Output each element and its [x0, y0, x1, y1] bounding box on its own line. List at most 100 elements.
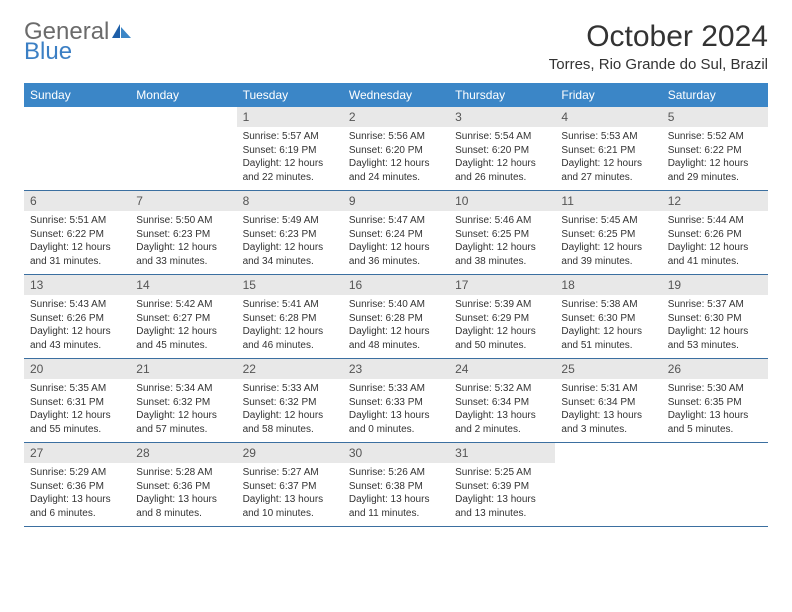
- dayhead-mon: Monday: [130, 83, 236, 107]
- day-cell: 12Sunrise: 5:44 AMSunset: 6:26 PMDayligh…: [662, 191, 768, 275]
- day-number: 7: [130, 191, 236, 211]
- sunset-text: Sunset: 6:32 PM: [243, 396, 337, 410]
- calendar-body: 1Sunrise: 5:57 AMSunset: 6:19 PMDaylight…: [24, 107, 768, 527]
- day-number: 17: [449, 275, 555, 295]
- week-row: 13Sunrise: 5:43 AMSunset: 6:26 PMDayligh…: [24, 275, 768, 359]
- day-body: Sunrise: 5:30 AMSunset: 6:35 PMDaylight:…: [662, 379, 768, 442]
- daylight-text: Daylight: 12 hours and 39 minutes.: [561, 241, 655, 268]
- day-cell: 28Sunrise: 5:28 AMSunset: 6:36 PMDayligh…: [130, 443, 236, 527]
- daylight-text: Daylight: 12 hours and 36 minutes.: [349, 241, 443, 268]
- day-body: Sunrise: 5:50 AMSunset: 6:23 PMDaylight:…: [130, 211, 236, 274]
- daylight-text: Daylight: 12 hours and 27 minutes.: [561, 157, 655, 184]
- day-body: Sunrise: 5:54 AMSunset: 6:20 PMDaylight:…: [449, 127, 555, 190]
- day-number: 19: [662, 275, 768, 295]
- sunset-text: Sunset: 6:31 PM: [30, 396, 124, 410]
- dayhead-fri: Friday: [555, 83, 661, 107]
- dayhead-sun: Sunday: [24, 83, 130, 107]
- week-row: 27Sunrise: 5:29 AMSunset: 6:36 PMDayligh…: [24, 443, 768, 527]
- day-body: Sunrise: 5:40 AMSunset: 6:28 PMDaylight:…: [343, 295, 449, 358]
- sunrise-text: Sunrise: 5:46 AM: [455, 214, 549, 228]
- day-cell: 17Sunrise: 5:39 AMSunset: 6:29 PMDayligh…: [449, 275, 555, 359]
- day-cell: 20Sunrise: 5:35 AMSunset: 6:31 PMDayligh…: [24, 359, 130, 443]
- daylight-text: Daylight: 13 hours and 10 minutes.: [243, 493, 337, 520]
- location-text: Torres, Rio Grande do Sul, Brazil: [549, 56, 768, 73]
- sunset-text: Sunset: 6:22 PM: [668, 144, 762, 158]
- sunrise-text: Sunrise: 5:32 AM: [455, 382, 549, 396]
- day-body: Sunrise: 5:27 AMSunset: 6:37 PMDaylight:…: [237, 463, 343, 526]
- sunset-text: Sunset: 6:33 PM: [349, 396, 443, 410]
- day-number: 15: [237, 275, 343, 295]
- day-cell: 5Sunrise: 5:52 AMSunset: 6:22 PMDaylight…: [662, 107, 768, 191]
- day-cell: 15Sunrise: 5:41 AMSunset: 6:28 PMDayligh…: [237, 275, 343, 359]
- sunrise-text: Sunrise: 5:51 AM: [30, 214, 124, 228]
- day-cell: [662, 443, 768, 527]
- day-cell: 23Sunrise: 5:33 AMSunset: 6:33 PMDayligh…: [343, 359, 449, 443]
- daylight-text: Daylight: 12 hours and 31 minutes.: [30, 241, 124, 268]
- day-body: Sunrise: 5:44 AMSunset: 6:26 PMDaylight:…: [662, 211, 768, 274]
- day-number: 31: [449, 443, 555, 463]
- day-body: Sunrise: 5:26 AMSunset: 6:38 PMDaylight:…: [343, 463, 449, 526]
- day-body: Sunrise: 5:47 AMSunset: 6:24 PMDaylight:…: [343, 211, 449, 274]
- sunrise-text: Sunrise: 5:38 AM: [561, 298, 655, 312]
- daylight-text: Daylight: 12 hours and 51 minutes.: [561, 325, 655, 352]
- day-body: Sunrise: 5:33 AMSunset: 6:32 PMDaylight:…: [237, 379, 343, 442]
- day-cell: [130, 107, 236, 191]
- day-number: 4: [555, 107, 661, 127]
- sunset-text: Sunset: 6:24 PM: [349, 228, 443, 242]
- sail-icon: [111, 20, 133, 44]
- sunset-text: Sunset: 6:35 PM: [668, 396, 762, 410]
- day-number: 30: [343, 443, 449, 463]
- daylight-text: Daylight: 13 hours and 5 minutes.: [668, 409, 762, 436]
- sunset-text: Sunset: 6:25 PM: [455, 228, 549, 242]
- day-body: Sunrise: 5:33 AMSunset: 6:33 PMDaylight:…: [343, 379, 449, 442]
- dayhead-thu: Thursday: [449, 83, 555, 107]
- sunrise-text: Sunrise: 5:40 AM: [349, 298, 443, 312]
- daylight-text: Daylight: 12 hours and 38 minutes.: [455, 241, 549, 268]
- sunrise-text: Sunrise: 5:52 AM: [668, 130, 762, 144]
- daylight-text: Daylight: 13 hours and 3 minutes.: [561, 409, 655, 436]
- daylight-text: Daylight: 12 hours and 26 minutes.: [455, 157, 549, 184]
- day-body: Sunrise: 5:35 AMSunset: 6:31 PMDaylight:…: [24, 379, 130, 442]
- sunset-text: Sunset: 6:20 PM: [455, 144, 549, 158]
- daylight-text: Daylight: 13 hours and 11 minutes.: [349, 493, 443, 520]
- dayhead-tue: Tuesday: [237, 83, 343, 107]
- sunset-text: Sunset: 6:22 PM: [30, 228, 124, 242]
- sunrise-text: Sunrise: 5:25 AM: [455, 466, 549, 480]
- day-number: 16: [343, 275, 449, 295]
- sunset-text: Sunset: 6:38 PM: [349, 480, 443, 494]
- daylight-text: Daylight: 12 hours and 22 minutes.: [243, 157, 337, 184]
- sunrise-text: Sunrise: 5:28 AM: [136, 466, 230, 480]
- day-cell: 18Sunrise: 5:38 AMSunset: 6:30 PMDayligh…: [555, 275, 661, 359]
- sunset-text: Sunset: 6:26 PM: [30, 312, 124, 326]
- sunset-text: Sunset: 6:34 PM: [561, 396, 655, 410]
- day-cell: 2Sunrise: 5:56 AMSunset: 6:20 PMDaylight…: [343, 107, 449, 191]
- day-body: Sunrise: 5:39 AMSunset: 6:29 PMDaylight:…: [449, 295, 555, 358]
- day-number: 13: [24, 275, 130, 295]
- day-body: Sunrise: 5:51 AMSunset: 6:22 PMDaylight:…: [24, 211, 130, 274]
- daylight-text: Daylight: 12 hours and 41 minutes.: [668, 241, 762, 268]
- day-cell: 16Sunrise: 5:40 AMSunset: 6:28 PMDayligh…: [343, 275, 449, 359]
- sunrise-text: Sunrise: 5:47 AM: [349, 214, 443, 228]
- day-number: 9: [343, 191, 449, 211]
- week-row: 1Sunrise: 5:57 AMSunset: 6:19 PMDaylight…: [24, 107, 768, 191]
- sunset-text: Sunset: 6:29 PM: [455, 312, 549, 326]
- day-body: [24, 113, 130, 167]
- day-cell: 25Sunrise: 5:31 AMSunset: 6:34 PMDayligh…: [555, 359, 661, 443]
- sunset-text: Sunset: 6:28 PM: [243, 312, 337, 326]
- day-cell: 24Sunrise: 5:32 AMSunset: 6:34 PMDayligh…: [449, 359, 555, 443]
- daylight-text: Daylight: 12 hours and 57 minutes.: [136, 409, 230, 436]
- daylight-text: Daylight: 13 hours and 2 minutes.: [455, 409, 549, 436]
- day-body: Sunrise: 5:49 AMSunset: 6:23 PMDaylight:…: [237, 211, 343, 274]
- day-body: Sunrise: 5:38 AMSunset: 6:30 PMDaylight:…: [555, 295, 661, 358]
- sunrise-text: Sunrise: 5:57 AM: [243, 130, 337, 144]
- day-cell: 11Sunrise: 5:45 AMSunset: 6:25 PMDayligh…: [555, 191, 661, 275]
- day-body: [555, 449, 661, 503]
- day-number: 14: [130, 275, 236, 295]
- sunrise-text: Sunrise: 5:34 AM: [136, 382, 230, 396]
- daylight-text: Daylight: 12 hours and 29 minutes.: [668, 157, 762, 184]
- day-number: 21: [130, 359, 236, 379]
- day-cell: 22Sunrise: 5:33 AMSunset: 6:32 PMDayligh…: [237, 359, 343, 443]
- day-body: Sunrise: 5:45 AMSunset: 6:25 PMDaylight:…: [555, 211, 661, 274]
- sunset-text: Sunset: 6:37 PM: [243, 480, 337, 494]
- sunset-text: Sunset: 6:32 PM: [136, 396, 230, 410]
